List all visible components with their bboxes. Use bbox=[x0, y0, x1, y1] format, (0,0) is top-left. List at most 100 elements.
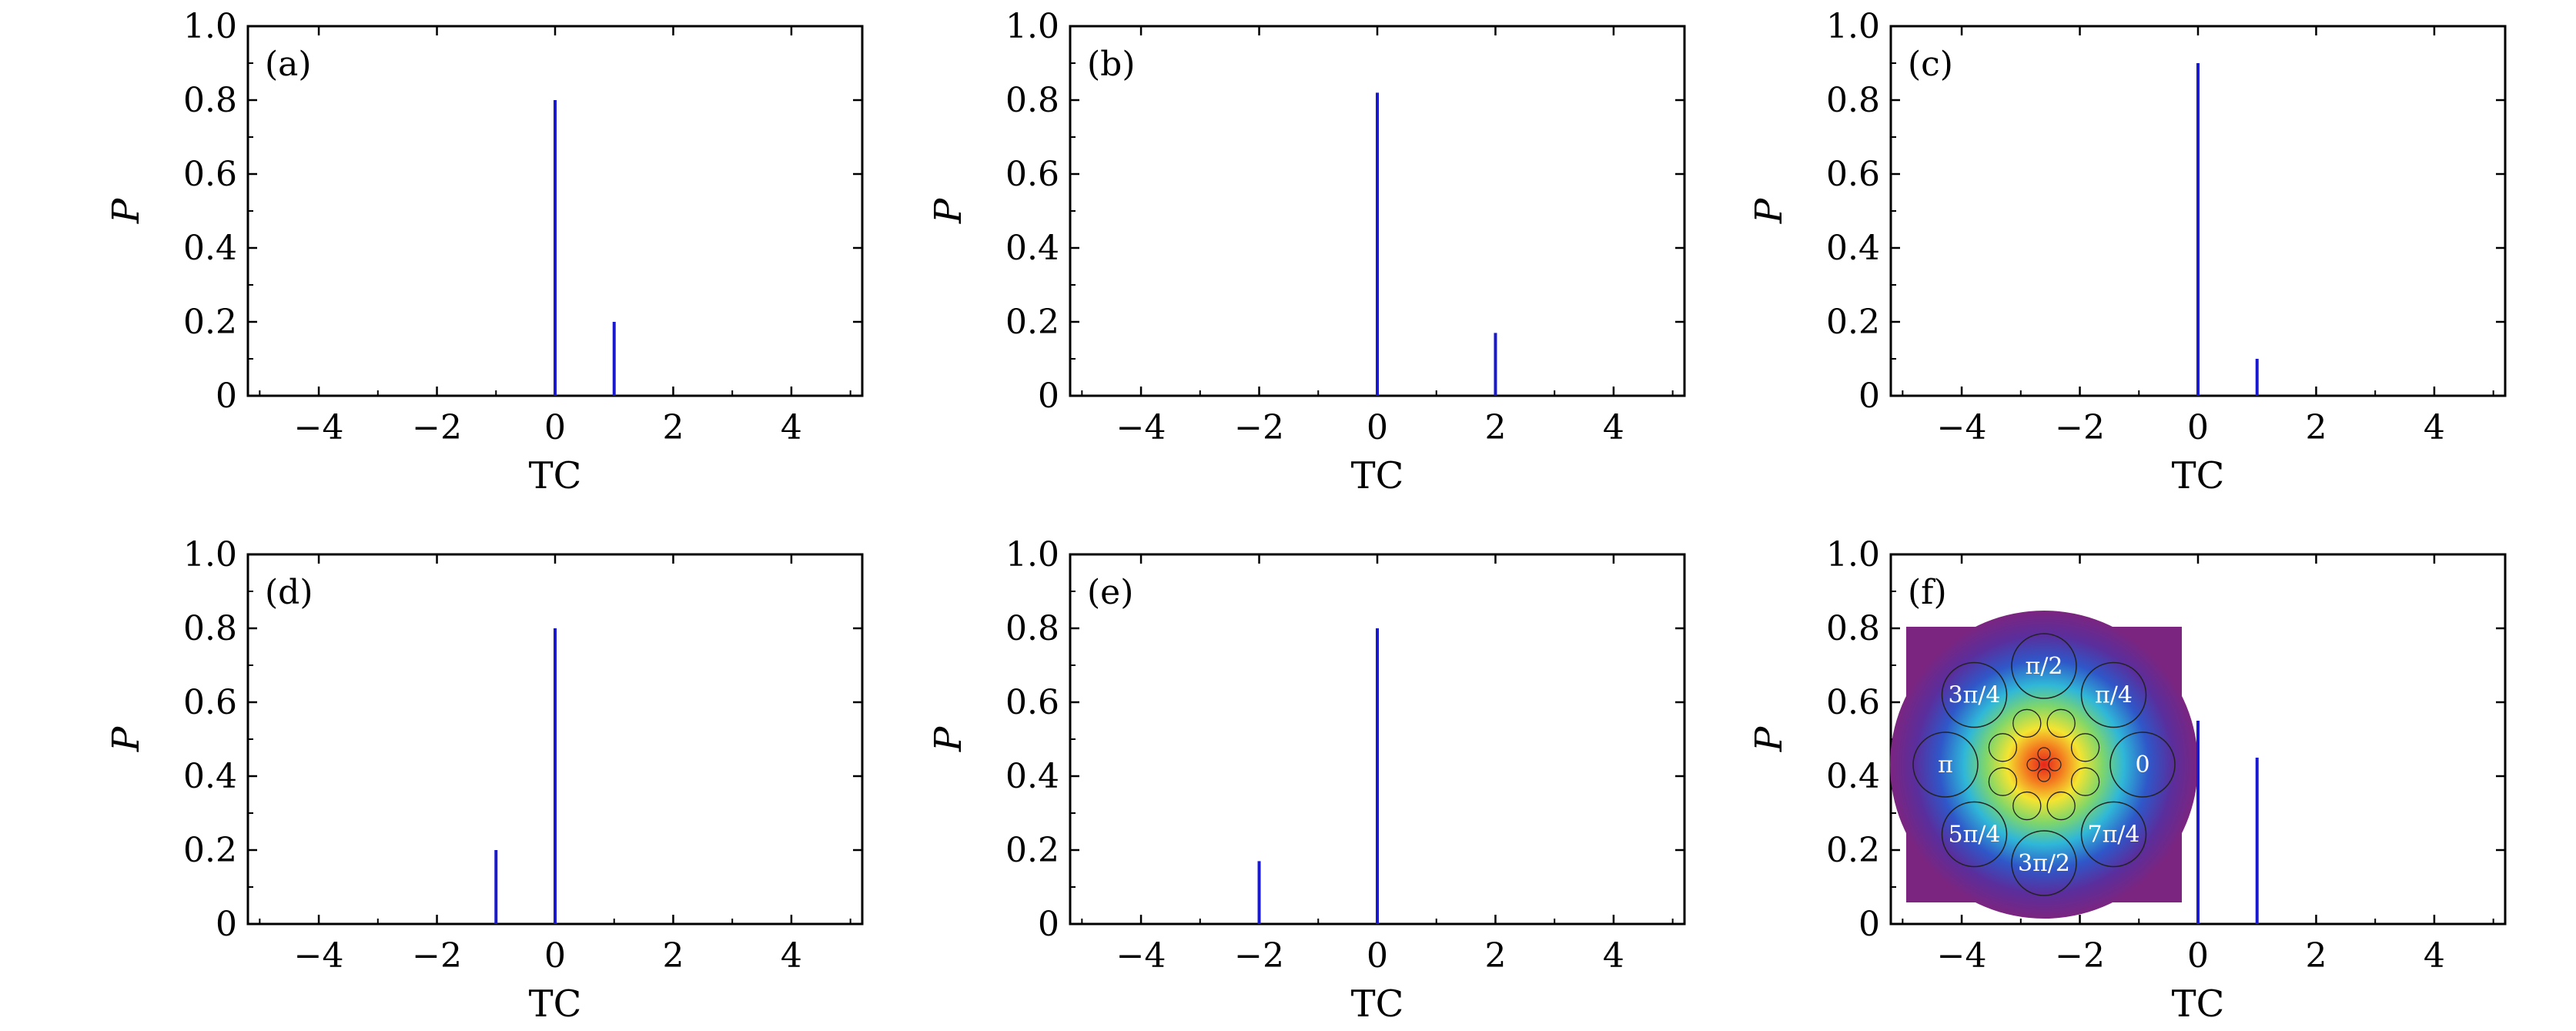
outer-ring-circle bbox=[2011, 633, 2077, 699]
phase-label: 3π/2 bbox=[2018, 850, 2070, 877]
outer-ring-circle bbox=[2080, 801, 2147, 868]
panel-a: −4 −2 0 2 4 0 0.2 0.4 0.6 0.8 1.0 TC P (a) bbox=[105, 7, 864, 497]
x-tick-label: 2 bbox=[2305, 408, 2327, 447]
x-tick-label: 0 bbox=[544, 936, 566, 976]
x-tick-label: −2 bbox=[2055, 408, 2105, 447]
x-axis-label: TC bbox=[2172, 454, 2225, 497]
y-axis-label: P bbox=[1748, 726, 1791, 752]
y-tick-label: 0.8 bbox=[183, 609, 237, 648]
inner-ring-circle bbox=[2037, 747, 2051, 761]
x-tick-label: 0 bbox=[1367, 408, 1388, 447]
middle-ring-circle bbox=[1988, 733, 2018, 762]
middle-ring-circle bbox=[2070, 767, 2100, 796]
y-tick-label: 0.6 bbox=[1826, 683, 1880, 722]
phase-label: 3π/4 bbox=[1948, 681, 2000, 708]
middle-ring-circle bbox=[2070, 733, 2100, 762]
x-tick-label: 2 bbox=[2305, 936, 2327, 976]
phase-label: π/4 bbox=[2095, 681, 2133, 708]
x-tick-label: −4 bbox=[294, 936, 344, 976]
phase-label: 7π/4 bbox=[2088, 822, 2140, 849]
phase-label: π/2 bbox=[2026, 653, 2063, 680]
middle-ring-circle bbox=[1988, 767, 2018, 796]
y-tick-label: 0 bbox=[216, 377, 237, 416]
y-tick-label: 0 bbox=[1858, 905, 1880, 944]
x-tick-label: 4 bbox=[2424, 936, 2445, 976]
inner-ring-circle bbox=[2037, 768, 2051, 782]
x-tick-label: 4 bbox=[1603, 408, 1624, 447]
y-tick-label: 1.0 bbox=[1826, 7, 1880, 46]
x-tick-label: 4 bbox=[2424, 408, 2445, 447]
y-tick-label: 0.4 bbox=[1005, 757, 1059, 796]
x-axis-label: TC bbox=[1351, 982, 1404, 1026]
y-axis-label: P bbox=[927, 726, 970, 752]
panel-label: (b) bbox=[1087, 45, 1136, 84]
y-tick-label: 0.4 bbox=[183, 757, 237, 796]
panel-label: (f) bbox=[1908, 573, 1947, 612]
x-tick-label: 4 bbox=[1603, 936, 1624, 976]
outer-ring-circle bbox=[2080, 661, 2147, 728]
x-tick-label: −2 bbox=[412, 408, 462, 447]
y-axis-label: P bbox=[105, 726, 148, 752]
x-tick-label: −4 bbox=[1937, 408, 1987, 447]
y-tick-label: 0.4 bbox=[183, 229, 237, 268]
intensity-glow bbox=[1890, 611, 2198, 919]
y-tick-label: 0.8 bbox=[183, 81, 237, 120]
y-tick-label: 1.0 bbox=[183, 535, 237, 574]
y-tick-label: 0 bbox=[216, 905, 237, 944]
x-tick-label: −4 bbox=[1937, 936, 1987, 976]
inner-ring-circle bbox=[2048, 758, 2062, 772]
y-tick-label: 0.6 bbox=[183, 155, 237, 194]
panel-e: −4 −2 0 2 4 0 0.2 0.4 0.6 0.8 1.0 TC P (e) bbox=[927, 535, 1686, 1026]
y-tick-label: 0.2 bbox=[1826, 831, 1880, 870]
y-tick-label: 0.8 bbox=[1826, 81, 1880, 120]
outer-ring-circle bbox=[2109, 731, 2176, 798]
middle-ring-circle bbox=[2012, 708, 2042, 738]
x-tick-label: 2 bbox=[1484, 408, 1506, 447]
x-tick-label: −4 bbox=[294, 408, 344, 447]
outer-ring-circle bbox=[1941, 801, 2008, 868]
x-axis-label: TC bbox=[1351, 454, 1404, 497]
y-tick-label: 0.2 bbox=[183, 831, 237, 870]
phase-label: 5π/4 bbox=[1948, 822, 2000, 849]
y-tick-label: 0.4 bbox=[1005, 229, 1059, 268]
phase-label: 0 bbox=[2135, 751, 2149, 778]
x-tick-label: 4 bbox=[781, 408, 802, 447]
panel-d: −4 −2 0 2 4 0 0.2 0.4 0.6 0.8 1.0 TC P (d) bbox=[105, 535, 864, 1026]
x-tick-label: −2 bbox=[412, 936, 462, 976]
y-tick-label: 0.2 bbox=[183, 303, 237, 342]
y-tick-label: 0.6 bbox=[1005, 683, 1059, 722]
y-tick-label: 1.0 bbox=[1005, 535, 1059, 574]
y-tick-label: 0.6 bbox=[1826, 155, 1880, 194]
y-tick-label: 1.0 bbox=[1826, 535, 1880, 574]
y-tick-label: 0.8 bbox=[1005, 81, 1059, 120]
x-tick-label: 2 bbox=[662, 936, 684, 976]
x-axis-label: TC bbox=[529, 982, 582, 1026]
y-tick-label: 1.0 bbox=[183, 7, 237, 46]
panel-c: −4 −2 0 2 4 0 0.2 0.4 0.6 0.8 1.0 TC P (c) bbox=[1748, 7, 2507, 497]
middle-ring-circle bbox=[2012, 791, 2042, 821]
y-tick-label: 0.6 bbox=[183, 683, 237, 722]
y-tick-label: 0 bbox=[1858, 377, 1880, 416]
outer-ring-circle bbox=[2011, 830, 2077, 896]
x-tick-label: 0 bbox=[544, 408, 566, 447]
x-tick-label: 0 bbox=[1367, 936, 1388, 976]
x-tick-label: 0 bbox=[2187, 408, 2209, 447]
panel-label: (e) bbox=[1087, 573, 1133, 612]
y-axis-label: P bbox=[1748, 198, 1791, 224]
x-tick-label: 0 bbox=[2187, 936, 2209, 976]
x-tick-label: 2 bbox=[662, 408, 684, 447]
y-tick-label: 0.4 bbox=[1826, 757, 1880, 796]
panel-label: (d) bbox=[265, 573, 313, 612]
y-tick-label: 0.2 bbox=[1005, 831, 1059, 870]
y-tick-label: 0 bbox=[1038, 377, 1059, 416]
panel-label: (c) bbox=[1908, 45, 1953, 84]
x-axis-label: TC bbox=[529, 454, 582, 497]
inner-ring-circle bbox=[2026, 758, 2040, 772]
x-tick-label: −2 bbox=[1234, 936, 1284, 976]
phase-label: π bbox=[1938, 751, 1953, 778]
y-tick-label: 0 bbox=[1038, 905, 1059, 944]
x-tick-label: −2 bbox=[2055, 936, 2105, 976]
x-tick-label: −2 bbox=[1234, 408, 1284, 447]
y-tick-label: 0.8 bbox=[1826, 609, 1880, 648]
